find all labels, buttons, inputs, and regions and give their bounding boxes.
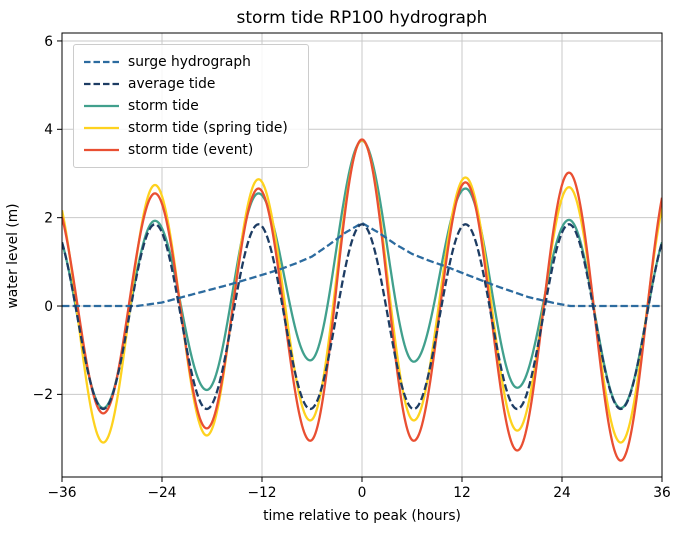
x-tick-label: 0 — [358, 485, 367, 501]
y-tick-label: 6 — [44, 34, 53, 50]
y-tick-label: 2 — [44, 210, 53, 226]
legend-line-sample — [84, 126, 119, 130]
x-tick-label: −12 — [247, 485, 276, 501]
legend-item-storm-tide-spring: storm tide (spring tide) — [84, 117, 298, 139]
legend-item-storm-tide: storm tide — [84, 95, 298, 117]
chart-title: storm tide RP100 hydrograph — [236, 8, 488, 28]
x-tick-label: −24 — [147, 485, 176, 501]
x-tick-label: 36 — [653, 485, 671, 501]
legend-label: average tide — [128, 76, 216, 92]
x-tick-label: 24 — [553, 485, 571, 501]
y-tick-label: 4 — [44, 122, 53, 138]
legend-item-average-tide: average tide — [84, 73, 298, 95]
y-axis-label: water level (m) — [5, 203, 21, 309]
legend-label: storm tide — [128, 98, 199, 114]
curves-group — [62, 138, 662, 462]
legend-label: surge hydrograph — [128, 54, 251, 70]
legend-item-storm-tide-event: storm tide (event) — [84, 139, 298, 161]
x-tick-label: −36 — [47, 485, 76, 501]
series-line-storm-tide-event- — [62, 138, 662, 462]
legend: surge hydrograph average tide storm tide… — [73, 44, 309, 168]
y-tick-label: −2 — [33, 387, 53, 403]
legend-line-sample — [84, 60, 119, 64]
legend-line-sample — [84, 82, 119, 86]
series-line-average-tide — [62, 223, 662, 411]
legend-label: storm tide (event) — [128, 142, 254, 158]
legend-item-surge-hydrograph: surge hydrograph — [84, 51, 298, 73]
y-tick-label: 0 — [44, 299, 53, 315]
legend-label: storm tide (spring tide) — [128, 120, 288, 136]
legend-line-sample — [84, 148, 119, 152]
x-tick-label: 12 — [453, 485, 471, 501]
series-line-surge-hydrograph — [62, 221, 662, 308]
legend-line-sample — [84, 104, 119, 108]
x-axis-label: time relative to peak (hours) — [263, 508, 461, 524]
